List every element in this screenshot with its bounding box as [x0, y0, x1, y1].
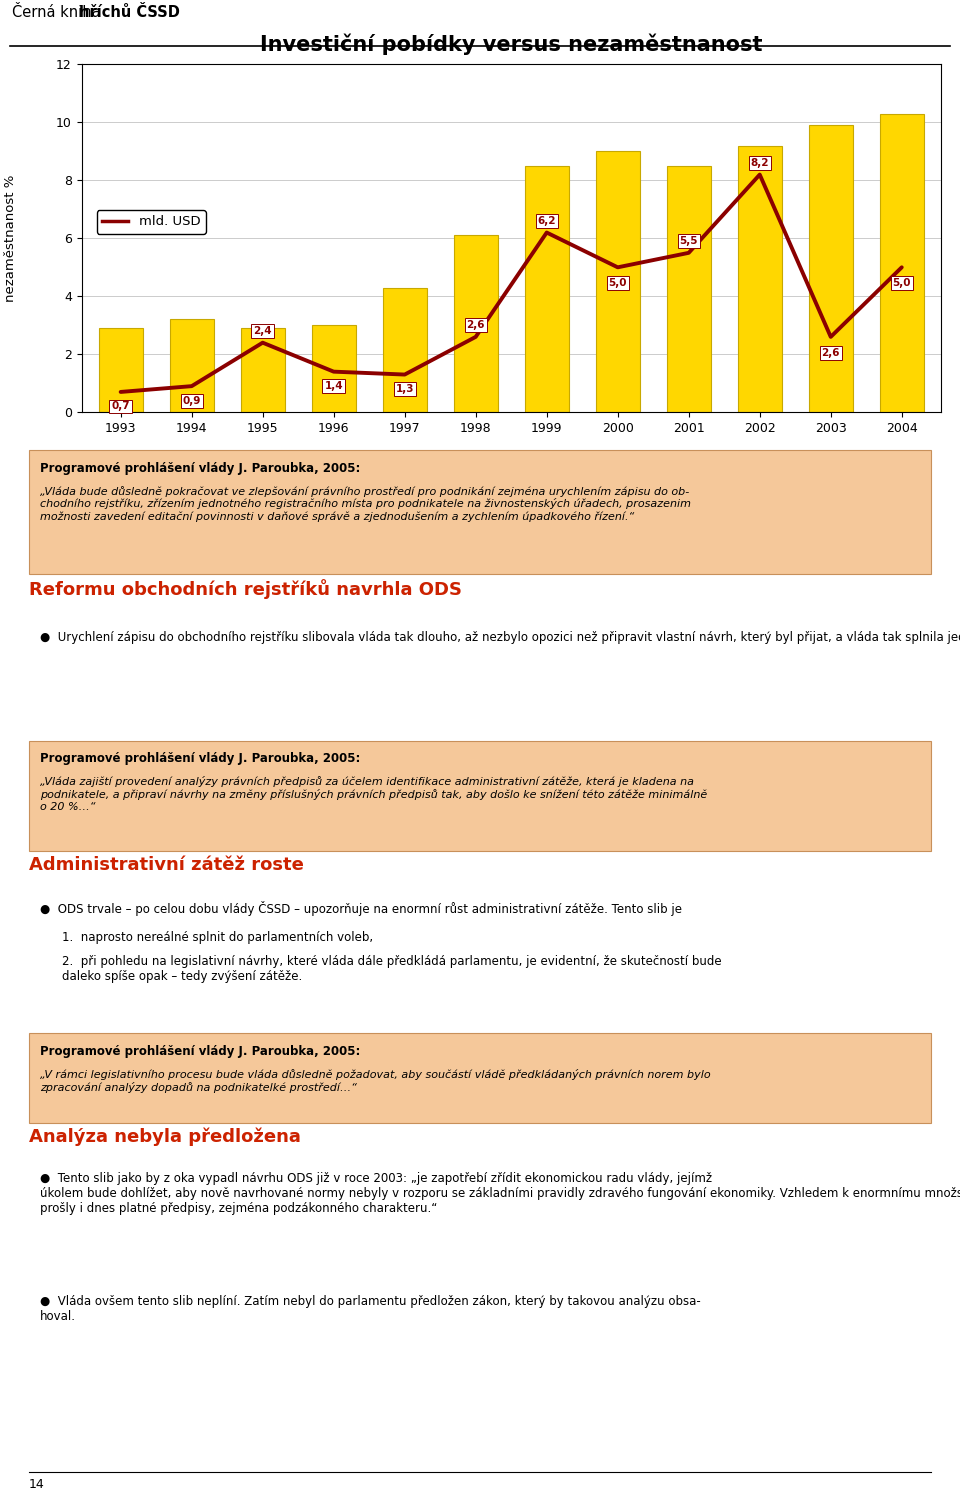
Title: Investiční pobídky versus nezaměstnanost: Investiční pobídky versus nezaměstnanost [260, 33, 762, 54]
Bar [666, 166, 710, 412]
Text: Černá kniha: Černá kniha [12, 4, 105, 19]
Bar [312, 325, 356, 412]
Text: Programové prohlášení vlády J. Paroubka, 2005:: Programové prohlášení vlády J. Paroubka,… [40, 462, 361, 475]
Text: 0,7: 0,7 [111, 402, 130, 411]
Text: ●  Vláda ovšem tento slib neplíní. Zatím nebyl do parlamentu předložen zákon, kt: ● Vláda ovšem tento slib neplíní. Zatím … [40, 1295, 701, 1324]
Text: 1.  naprosto nereálné splnit do parlamentních voleb,: 1. naprosto nereálné splnit do parlament… [62, 931, 373, 944]
Text: Analýza nebyla předložena: Analýza nebyla předložena [29, 1127, 300, 1145]
Text: ●  Tento slib jako by z oka vypadl návrhu ODS již v roce 2003: „je zapotřebí zří: ● Tento slib jako by z oka vypadl návrhu… [40, 1172, 960, 1216]
Bar [737, 145, 781, 412]
Text: Administrativní zátěž roste: Administrativní zátěž roste [29, 856, 303, 874]
Text: ●  Urychlení zápisu do obchodního rejstříku slibovala vláda tak dlouho, až nezby: ● Urychlení zápisu do obchodního rejstří… [40, 630, 960, 643]
Text: 5,5: 5,5 [680, 237, 698, 246]
Text: 5,0: 5,0 [893, 279, 911, 288]
Bar [383, 288, 426, 412]
Bar [241, 328, 285, 412]
Bar [808, 126, 852, 412]
Text: 1,3: 1,3 [396, 384, 414, 394]
Bar [525, 166, 568, 412]
Text: 2,6: 2,6 [467, 321, 485, 330]
Text: 5,0: 5,0 [609, 279, 627, 288]
Text: hříchů ČSSD: hříchů ČSSD [79, 4, 180, 19]
Bar [596, 151, 639, 412]
Text: 2,4: 2,4 [253, 327, 272, 336]
Text: „Vláda bude důsledně pokračovat ve zlepšování právního prostředí pro podnikání z: „Vláda bude důsledně pokračovat ve zlepš… [40, 486, 691, 522]
Text: 6,2: 6,2 [538, 216, 556, 226]
Text: 1,4: 1,4 [324, 381, 343, 391]
Bar [99, 328, 143, 412]
Bar [170, 319, 214, 412]
Text: „Vláda zajiští provedení analýzy právních předpisů za účelem identifikace admini: „Vláda zajiští provedení analýzy právníc… [40, 776, 708, 812]
Text: 8,2: 8,2 [751, 157, 769, 168]
Y-axis label: nezaměstnanost %: nezaměstnanost % [4, 175, 17, 301]
Text: Programové prohlášení vlády J. Paroubka, 2005:: Programové prohlášení vlády J. Paroubka,… [40, 1045, 361, 1058]
Text: 2,6: 2,6 [822, 348, 840, 358]
Bar [454, 235, 497, 412]
Text: ●  ODS trvale – po celou dobu vlády ČSSD – upozorňuje na enormní růst administra: ● ODS trvale – po celou dobu vlády ČSSD … [40, 901, 683, 916]
Text: Reformu obchodních rejstříků navrhla ODS: Reformu obchodních rejstříků navrhla ODS [29, 579, 462, 598]
Text: 0,9: 0,9 [182, 396, 201, 406]
Text: „V rámci legislativního procesu bude vláda důsledně požadovat, aby součástí vlád: „V rámci legislativního procesu bude vlá… [40, 1069, 711, 1093]
Text: 2.  při pohledu na legislativní návrhy, které vláda dále předkládá parlamentu, j: 2. při pohledu na legislativní návrhy, k… [62, 955, 722, 983]
Text: 14: 14 [29, 1478, 44, 1492]
Bar [879, 114, 924, 412]
Text: Programové prohlášení vlády J. Paroubka, 2005:: Programové prohlášení vlády J. Paroubka,… [40, 752, 361, 766]
Legend: mld. USD: mld. USD [97, 210, 205, 234]
